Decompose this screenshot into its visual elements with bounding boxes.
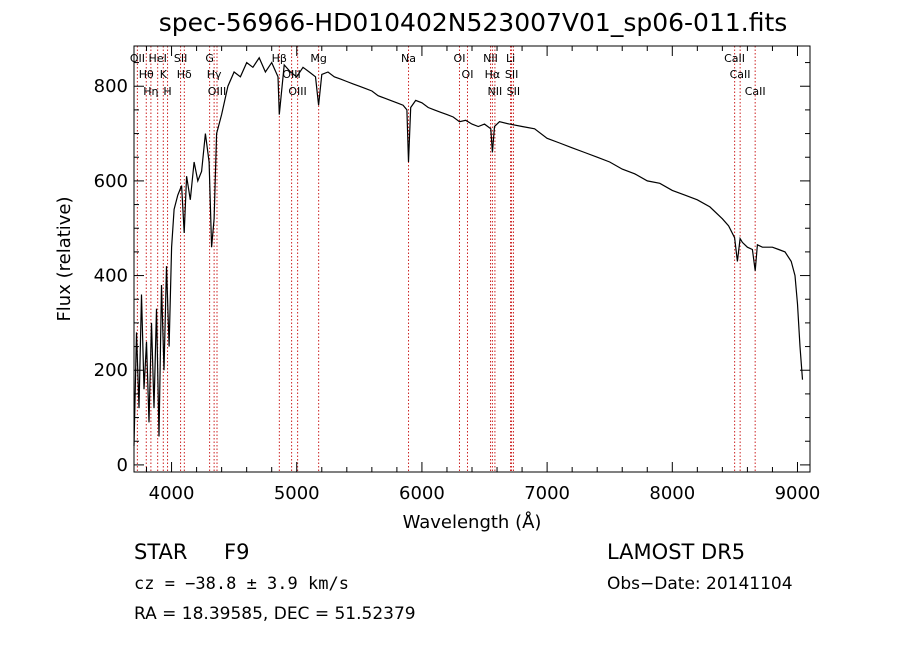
spectral-line-labels: OII Hθ Hη HeI KH SII Hδ G Hγ OIII Hβ OIII OIII Mg Na OI…: [130, 52, 766, 98]
line-label: Hθ: [139, 68, 154, 81]
line-label: Hβ: [272, 52, 287, 65]
y-tick-label: 800: [94, 76, 128, 97]
line-label: OII: [130, 52, 145, 65]
line-label: K: [160, 68, 168, 81]
line-label: Hη: [143, 85, 158, 98]
line-label: OI: [462, 68, 474, 81]
line-label: G: [205, 52, 214, 65]
x-tick-label: 9000: [775, 483, 821, 504]
y-tick-label: 200: [94, 360, 128, 381]
line-label: CaII: [724, 52, 745, 65]
spectrum-series-line: [133, 56, 804, 447]
coordinates-readout: RA = 18.39585, DEC = 51.52379: [134, 604, 416, 624]
line-label: CaII: [730, 68, 751, 81]
x-axis: 4000 5000 6000 7000 8000 9000: [146, 46, 821, 504]
line-label: Hγ: [207, 68, 222, 81]
line-label: Hα: [485, 68, 501, 81]
x-tick-label: 7000: [524, 483, 570, 504]
line-label: Na: [401, 52, 416, 65]
line-label: Hδ: [177, 68, 192, 81]
line-label: SII: [505, 68, 518, 81]
line-label: Li: [506, 52, 515, 65]
spectral-line-markers: [136, 46, 756, 472]
object-subclass: F9: [224, 540, 250, 564]
line-label: SII: [174, 52, 187, 65]
line-label: OI: [454, 52, 466, 65]
x-tick-label: 4000: [149, 483, 195, 504]
x-axis-label: Wavelength (Å): [403, 511, 542, 533]
line-label: OIII: [282, 68, 300, 81]
y-tick-label: 600: [94, 171, 128, 192]
line-label: HeI: [149, 52, 167, 65]
y-axis: 0 200 400 600 800: [94, 62, 810, 476]
line-label: OIII: [288, 85, 306, 98]
line-label: NII: [483, 52, 498, 65]
x-tick-label: 8000: [649, 483, 695, 504]
obs-date: Obs−Date: 20141104: [607, 574, 793, 594]
chart-title: spec-56966-HD010402N523007V01_sp06-011.f…: [158, 8, 788, 37]
redshift-readout: cz = −38.8 ± 3.9 km/s: [134, 574, 349, 594]
plot-frame: [133, 45, 811, 473]
survey-name: LAMOST DR5: [607, 540, 746, 564]
y-axis-label: Flux (relative): [54, 196, 75, 321]
line-label: NII: [488, 85, 503, 98]
x-tick-label: 5000: [274, 483, 320, 504]
line-label: CaII: [745, 85, 766, 98]
line-label: OIII: [208, 85, 226, 98]
line-label: H: [163, 85, 171, 98]
y-tick-label: 400: [94, 266, 128, 287]
line-label: Mg: [310, 52, 326, 65]
y-tick-label: 0: [117, 455, 128, 476]
x-tick-label: 6000: [399, 483, 445, 504]
object-class: STAR: [134, 540, 188, 564]
line-label: SII: [507, 85, 520, 98]
